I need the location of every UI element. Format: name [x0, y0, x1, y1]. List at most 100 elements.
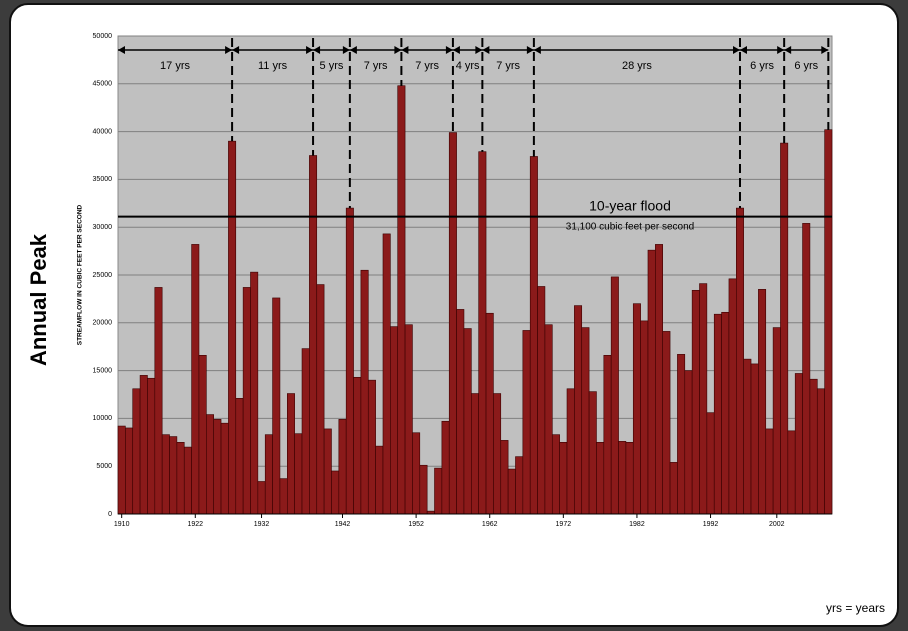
- bar: [375, 445, 384, 515]
- bar: [250, 271, 259, 515]
- bar: [699, 283, 708, 515]
- bar: [434, 467, 443, 515]
- interval-label: 17 yrs: [160, 60, 190, 72]
- bar: [139, 375, 148, 515]
- bar: [529, 156, 538, 515]
- arrowhead: [232, 46, 240, 54]
- x-tick-label: 2002: [769, 521, 785, 528]
- bar: [736, 207, 744, 515]
- bar: [802, 223, 811, 515]
- interval-label: 11 yrs: [258, 60, 288, 72]
- bar: [603, 355, 612, 515]
- bar: [794, 373, 803, 515]
- bar: [647, 249, 656, 515]
- bar: [809, 378, 818, 515]
- bar: [301, 348, 310, 515]
- arrowhead: [313, 46, 321, 54]
- arrowhead: [475, 46, 483, 54]
- bar: [669, 462, 678, 515]
- y-axis-label: STREAMFLOW IN CUBIC FEET PER SECOND: [77, 204, 84, 345]
- bar: [419, 464, 428, 515]
- y-tick-label: 0: [108, 511, 112, 518]
- bar: [345, 207, 354, 515]
- bar: [677, 354, 686, 515]
- bar: [235, 398, 244, 515]
- arrowhead: [394, 46, 402, 54]
- bar: [640, 320, 649, 515]
- bar: [721, 311, 730, 515]
- x-tick-label: 1910: [114, 521, 130, 528]
- bar: [220, 422, 229, 515]
- bar: [294, 433, 303, 515]
- x-tick-label: 1922: [187, 521, 203, 528]
- bar: [390, 326, 399, 515]
- bar: [713, 313, 722, 515]
- reference-label: 10-year flood: [589, 197, 671, 213]
- bar: [191, 244, 200, 515]
- arrowhead: [452, 46, 460, 54]
- bar: [353, 376, 362, 515]
- reference-sublabel: 31,100 cubic feet per second: [566, 221, 694, 232]
- bar: [213, 419, 222, 515]
- bar: [183, 446, 192, 515]
- y-tick-label: 10000: [93, 415, 113, 422]
- arrowhead: [533, 46, 541, 54]
- bar: [787, 430, 796, 515]
- bar: [198, 355, 207, 515]
- bar: [441, 420, 450, 515]
- x-tick-label: 1942: [335, 521, 351, 528]
- bar: [272, 297, 281, 515]
- bar: [574, 305, 583, 515]
- bar: [566, 388, 575, 515]
- chart-title: Annual Peak: [26, 233, 51, 366]
- arrowhead: [777, 46, 785, 54]
- bar: [758, 289, 767, 515]
- bar: [404, 324, 413, 515]
- bar: [596, 441, 605, 515]
- bar: [161, 434, 170, 515]
- arrowhead: [821, 46, 829, 54]
- bar: [515, 456, 524, 515]
- interval-label: 7 yrs: [364, 60, 388, 72]
- y-tick-label: 35000: [93, 176, 113, 183]
- bar: [257, 481, 266, 515]
- x-tick-label: 1982: [629, 521, 645, 528]
- bar: [522, 330, 531, 515]
- arrowhead: [482, 46, 490, 54]
- x-tick-label: 1962: [482, 521, 498, 528]
- y-tick-label: 20000: [93, 320, 113, 327]
- bar: [338, 419, 347, 515]
- bar: [544, 324, 553, 515]
- arrowhead: [306, 46, 314, 54]
- bar: [559, 441, 568, 515]
- footnote: yrs = years: [826, 601, 885, 615]
- arrowhead: [401, 46, 409, 54]
- x-tick-label: 1952: [408, 521, 424, 528]
- bar: [581, 327, 590, 515]
- bar: [625, 441, 634, 515]
- bar: [206, 414, 214, 515]
- bar: [279, 478, 288, 515]
- bar: [780, 142, 789, 515]
- y-tick-label: 45000: [93, 81, 113, 88]
- arrowhead: [118, 46, 125, 54]
- bar: [228, 140, 237, 515]
- bar: [382, 233, 391, 515]
- bar: [610, 276, 619, 515]
- y-tick-label: 40000: [93, 128, 113, 135]
- bar: [632, 303, 641, 515]
- bar: [684, 370, 693, 515]
- bar: [147, 377, 156, 515]
- bar: [264, 434, 273, 515]
- interval-label: 6 yrs: [750, 60, 774, 72]
- bar: [706, 412, 715, 515]
- bar: [478, 151, 487, 515]
- bar: [500, 440, 509, 515]
- arrowhead: [342, 46, 350, 54]
- arrowhead: [445, 46, 453, 54]
- y-tick-label: 25000: [93, 272, 113, 279]
- bar: [125, 427, 134, 515]
- bar: [456, 309, 465, 515]
- bar: [655, 244, 664, 515]
- bar: [471, 393, 479, 515]
